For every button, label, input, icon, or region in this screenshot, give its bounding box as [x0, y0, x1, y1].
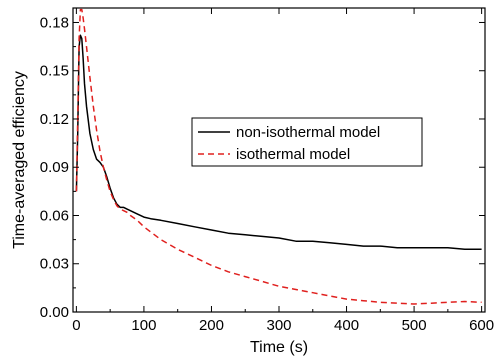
y-tick-label: 0.15 [40, 63, 69, 80]
legend-label-1: non-isothermal model [236, 124, 380, 141]
y-tick-label: 0.03 [40, 256, 69, 273]
legend: non-isothermal model isothermal model [191, 117, 423, 167]
series-layer [75, 8, 482, 305]
y-tick-label: 0.06 [40, 207, 69, 224]
x-tick-label: 200 [199, 317, 224, 334]
x-tick-label: 600 [469, 317, 494, 334]
y-tick-label: 0.18 [40, 14, 69, 31]
ticks-layer: 0 100 200 300 400 500 600 0.00 0.03 0.06 0.09 0.12 0… [40, 8, 494, 334]
x-tick-label: 300 [266, 317, 291, 334]
legend-box [191, 117, 423, 167]
y-tick-label: 0.09 [40, 159, 69, 176]
x-tick-label: 100 [131, 317, 156, 334]
series-line-2 [75, 8, 482, 305]
x-tick-label: 500 [402, 317, 427, 334]
series-line-1 [75, 34, 482, 251]
x-axis-label: Time (s) [250, 339, 308, 356]
legend-label-2: isothermal model [236, 146, 350, 163]
y-tick-label: 0.12 [40, 111, 69, 128]
y-axis-label: Time-averaged efficiency [11, 71, 28, 249]
y-tick-label: 0.00 [40, 304, 69, 321]
x-tick-label: 0 [72, 317, 80, 334]
x-tick-label: 400 [334, 317, 359, 334]
